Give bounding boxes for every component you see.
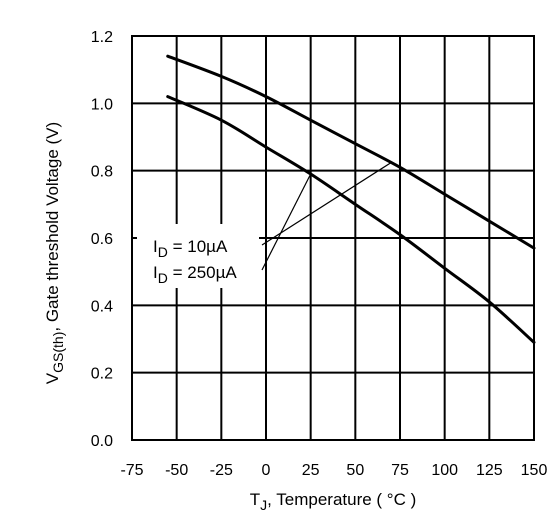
- x-tick-label: 100: [431, 462, 458, 479]
- legend-entry-main: I: [153, 263, 158, 282]
- y-tick-label: 0.2: [91, 366, 113, 383]
- legend-leader-line-10ua: [261, 162, 392, 246]
- legend-entry-10ua: ID = 10µA: [153, 237, 228, 260]
- legend-entry-main: I: [153, 237, 158, 256]
- y-axis-title-main: V: [43, 372, 62, 384]
- x-axis-title-main: T: [250, 490, 260, 509]
- x-tick-label: 0: [262, 462, 271, 479]
- series-id-250ua-curve: [166, 95, 536, 344]
- y-axis-title-sub: GS(th): [50, 332, 66, 373]
- legend-entry-sub: D: [158, 244, 168, 260]
- y-tick-label: 0.0: [91, 433, 113, 450]
- legend-leader-line-250ua: [261, 173, 312, 271]
- legend-background: [137, 224, 259, 288]
- x-tick-label: 150: [521, 462, 548, 479]
- x-tick-label: 125: [476, 462, 503, 479]
- x-tick-label: -75: [120, 462, 143, 479]
- x-tick-labels: -75 -50 -25 0 25 50 75 100 125 150: [120, 462, 547, 479]
- y-axis-title: VGS(th), Gate threshold Voltage (V): [43, 122, 66, 384]
- y-tick-label: 0.4: [91, 298, 113, 315]
- plot-area-frame: [131, 35, 535, 441]
- y-axis-title-rest: , Gate threshold Voltage (V): [43, 122, 62, 332]
- series-id-10ua-curve: [166, 54, 536, 250]
- y-tick-label: 0.6: [91, 231, 113, 248]
- x-tick-label: 50: [346, 462, 364, 479]
- series-curves: [166, 54, 536, 344]
- y-tick-label: 0.8: [91, 164, 113, 181]
- y-tick-label: 1.0: [91, 96, 113, 113]
- legend-entry-rest: = 10µA: [168, 237, 228, 256]
- x-tick-label: 75: [391, 462, 409, 479]
- y-tick-labels: 0.0 0.2 0.4 0.6 0.8 1.0 1.2: [91, 29, 113, 450]
- x-axis-title-sub: J: [260, 497, 267, 513]
- legend-entry-250ua: ID = 250µA: [153, 263, 237, 286]
- legend-entry-rest: = 250µA: [168, 263, 238, 282]
- x-tick-label: 25: [302, 462, 320, 479]
- x-axis-title: TJ, Temperature ( °C ): [250, 490, 417, 513]
- x-tick-label: -25: [210, 462, 233, 479]
- x-axis-title-rest: , Temperature ( °C ): [267, 490, 416, 509]
- legend-entry-sub: D: [158, 270, 168, 286]
- y-tick-label: 1.2: [91, 29, 113, 46]
- x-tick-label: -50: [165, 462, 188, 479]
